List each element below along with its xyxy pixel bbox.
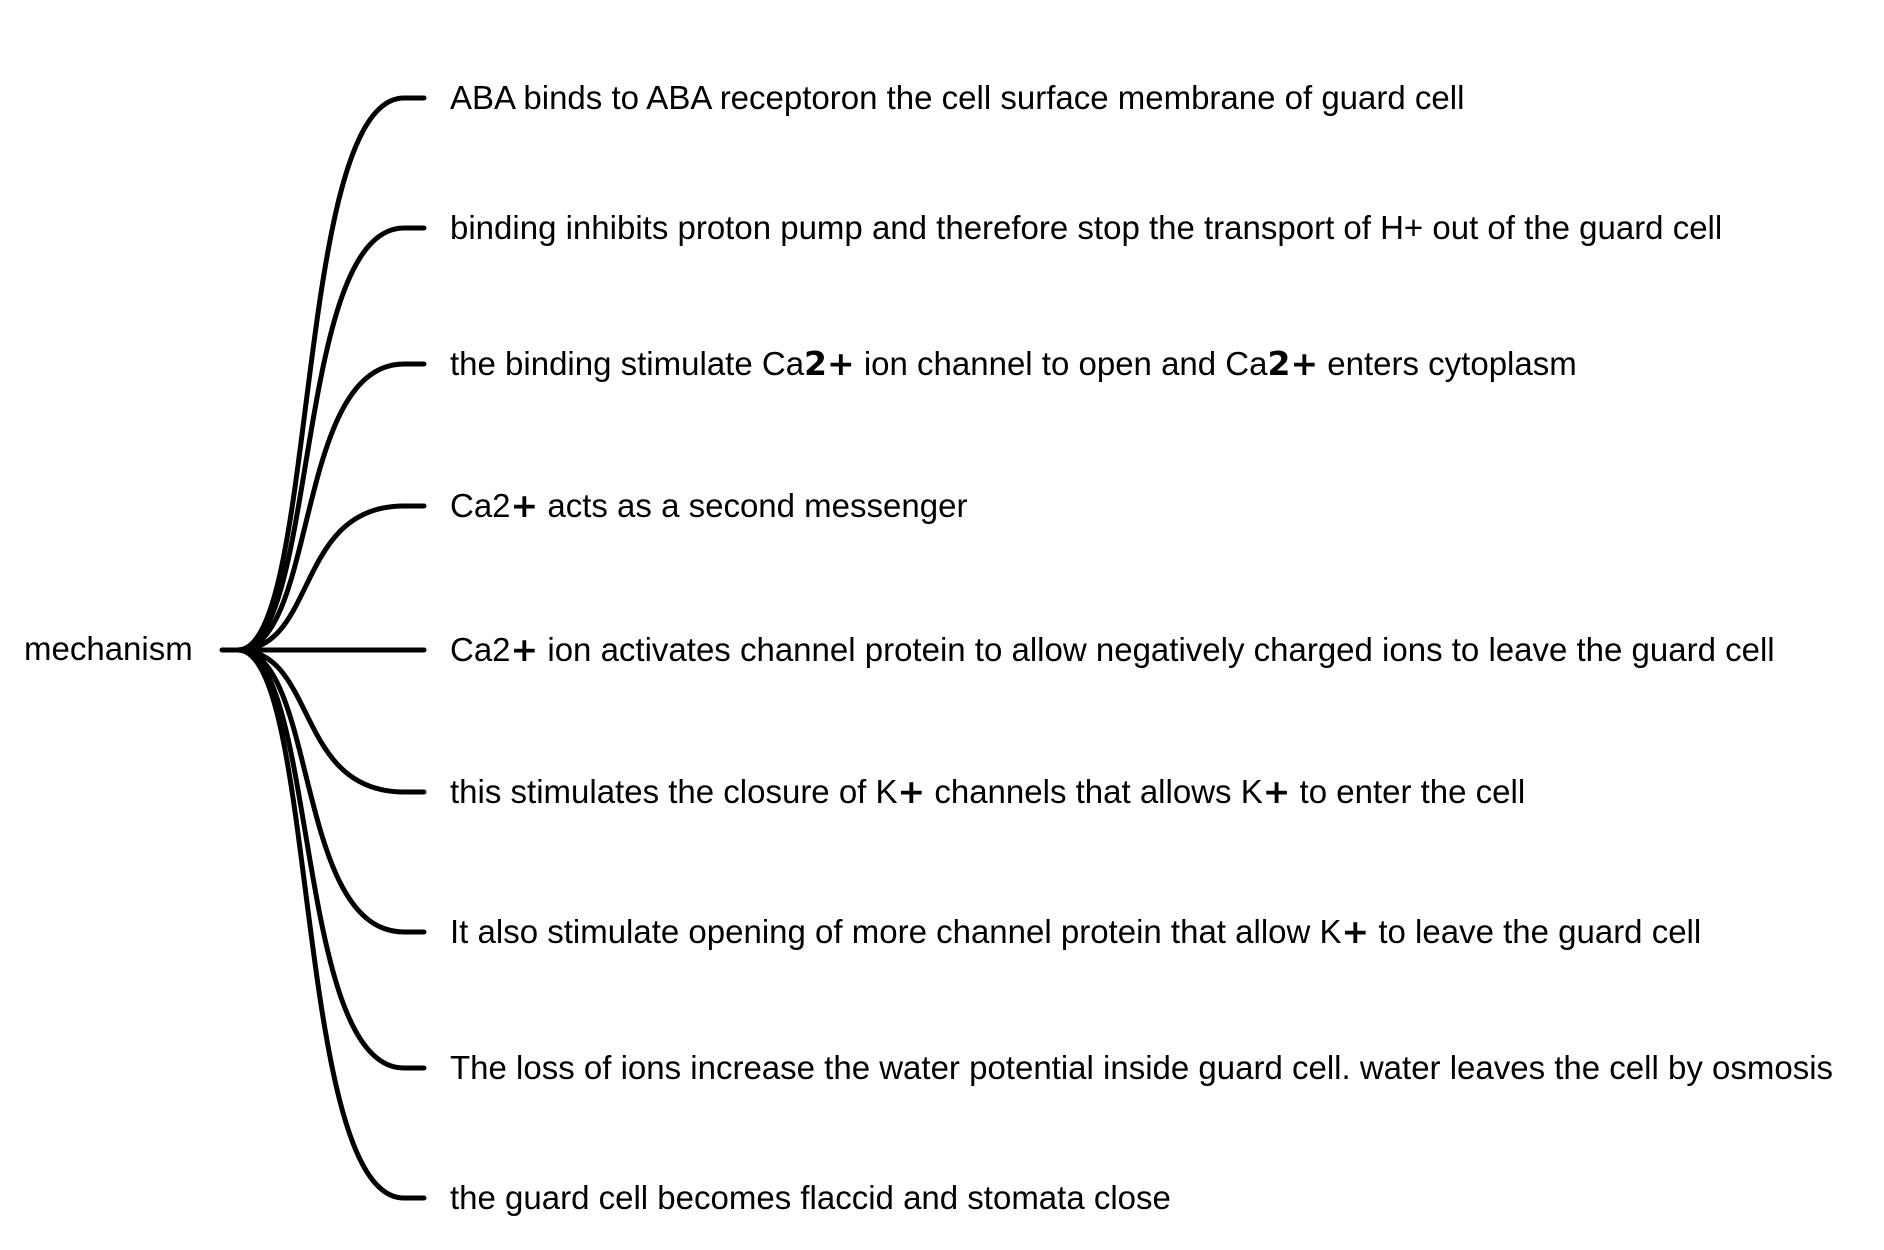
branch-line-b1: [235, 95, 427, 653]
leaf-text-segment: the binding stimulate Ca: [450, 345, 805, 382]
branch-line-b4: [235, 503, 427, 653]
leaf-text-segment: 2+: [804, 344, 855, 383]
branch-line-b6: [235, 647, 427, 795]
leaf-text-segment: the guard cell becomes flaccid and stoma…: [450, 1179, 1171, 1216]
leaf-text-segment: +: [1263, 772, 1291, 811]
leaf-text-segment: this stimulates the closure of K: [450, 773, 898, 810]
leaf-node-label-b6[interactable]: this stimulates the closure of K+ channe…: [450, 772, 1525, 811]
leaf-text-segment: ABA binds to ABA receptoron the cell sur…: [450, 79, 1464, 116]
leaf-node-label-b4[interactable]: Ca2+ acts as a second messenger: [450, 486, 967, 525]
leaf-node-label-b1[interactable]: ABA binds to ABA receptoron the cell sur…: [450, 79, 1464, 116]
leaf-text-segment: ion activates channel protein to allow n…: [538, 631, 1774, 668]
leaf-text-segment: enters cytoplasm: [1318, 345, 1577, 382]
branch-line-b8: [235, 647, 427, 1071]
branch-line-b7: [235, 647, 427, 935]
leaf-node-label-b7[interactable]: It also stimulate opening of more channe…: [450, 912, 1701, 951]
leaf-text-segment: channels that allows K: [925, 773, 1263, 810]
leaf-text-segment: +: [511, 486, 539, 525]
leaf-node-label-b8[interactable]: The loss of ions increase the water pote…: [450, 1049, 1833, 1086]
leaf-text-segment: +: [511, 630, 539, 669]
branch-line-b2: [235, 225, 427, 653]
leaf-text-segment: acts as a second messenger: [538, 487, 967, 524]
leaf-node-label-b2[interactable]: binding inhibits proton pump and therefo…: [450, 209, 1722, 246]
leaf-node-label-b9[interactable]: the guard cell becomes flaccid and stoma…: [450, 1179, 1171, 1216]
leaf-text-segment: Ca2: [450, 487, 511, 524]
leaf-text-segment: ion channel to open and Ca: [855, 345, 1268, 382]
leaf-node-label-b5[interactable]: Ca2+ ion activates channel protein to al…: [450, 630, 1775, 669]
leaf-text-segment: +: [1342, 912, 1370, 951]
leaf-text-segment: to enter the cell: [1290, 773, 1525, 810]
branch-connectors: [219, 95, 427, 1201]
branch-line-b9: [235, 647, 427, 1201]
leaf-text-segment: to leave the guard cell: [1369, 913, 1701, 950]
leaf-text-segment: Ca2: [450, 631, 511, 668]
branch-line-b3: [235, 361, 427, 653]
leaf-text-segment: It also stimulate opening of more channe…: [450, 913, 1342, 950]
leaf-node-label-b3[interactable]: the binding stimulate Ca2+ ion channel t…: [450, 344, 1577, 383]
leaf-nodes: ABA binds to ABA receptoron the cell sur…: [450, 79, 1833, 1216]
leaf-text-segment: binding inhibits proton pump and therefo…: [450, 209, 1722, 246]
root-node-label[interactable]: mechanism: [24, 630, 193, 667]
leaf-text-segment: 2+: [1268, 344, 1319, 383]
leaf-text-segment: The loss of ions increase the water pote…: [450, 1049, 1833, 1086]
leaf-text-segment: +: [898, 772, 926, 811]
